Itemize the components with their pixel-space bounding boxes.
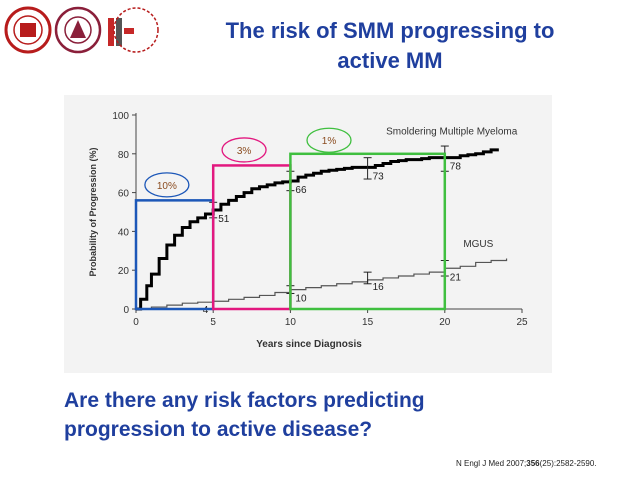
y-tick-label: 60: [118, 189, 130, 200]
y-axis-title: Probability of Progression (%): [88, 147, 98, 276]
logo-group: [4, 6, 159, 54]
annotation-box: [289, 152, 447, 311]
x-tick-label: 10: [285, 317, 297, 328]
question-line1: Are there any risk factors predicting: [64, 389, 425, 412]
annotation-label: 3%: [237, 146, 252, 157]
citation: N Engl J Med 2007;356(25):2582-2590.: [456, 459, 636, 468]
data-label: 78: [450, 162, 462, 173]
data-label: 66: [295, 185, 307, 196]
data-label: 73: [373, 171, 385, 182]
annotation-ellipse: [144, 172, 190, 198]
x-axis-title: Years since Diagnosis: [256, 339, 362, 350]
series-line-1: [136, 258, 508, 310]
slide-title: The risk of SMM progressing to active MM: [178, 16, 602, 76]
peking-university-logo: [4, 6, 52, 54]
y-tick-label: 0: [123, 305, 129, 316]
citation-volume: 356: [526, 459, 540, 468]
x-tick-label: 15: [362, 317, 374, 328]
series-line-0: [136, 148, 499, 311]
institution-logos: [4, 4, 164, 56]
x-tick-label: 5: [210, 317, 216, 328]
hematology-institute-logo: [108, 7, 159, 53]
citation-suffix: (25):2582-2590.: [539, 459, 597, 468]
annotation-label: 10%: [157, 181, 177, 192]
y-tick-label: 20: [118, 266, 130, 277]
slide-title-line1: The risk of SMM progressing to: [225, 18, 555, 43]
data-label: 10: [295, 294, 307, 305]
x-tick-label: 25: [516, 317, 528, 328]
chart-svg: 0 20 40 60 80 100 0 5 10 15 20 25 Years since Diagno…: [88, 111, 528, 350]
y-tick-label: 40: [118, 227, 130, 238]
annotation-label: 1%: [322, 136, 337, 147]
y-tick-label: 80: [118, 150, 130, 161]
x-tick-label: 20: [439, 317, 451, 328]
y-tick-label: 100: [112, 111, 129, 122]
progression-chart: 0 20 40 60 80 100 0 5 10 15 20 25 Years since Diagno…: [64, 95, 552, 373]
citation-prefix: N Engl J Med 2007;: [456, 459, 527, 468]
series-label: Smoldering Multiple Myeloma: [386, 126, 518, 137]
annotation-ellipse: [306, 127, 352, 153]
data-label: 51: [218, 214, 230, 225]
data-label: 4: [203, 305, 209, 316]
annotation-ellipse: [221, 137, 267, 163]
risk-question: Are there any risk factors predicting pr…: [64, 386, 604, 444]
x-tick-label: 0: [133, 317, 139, 328]
series-label: MGUS: [463, 239, 493, 250]
slide-title-line2: active MM: [337, 48, 443, 73]
question-line2: progression to active disease?: [64, 418, 373, 441]
annotation-box: [211, 164, 292, 311]
data-label: 21: [450, 272, 462, 283]
hospital-seal-logo: [54, 6, 102, 54]
data-label: 16: [373, 282, 385, 293]
